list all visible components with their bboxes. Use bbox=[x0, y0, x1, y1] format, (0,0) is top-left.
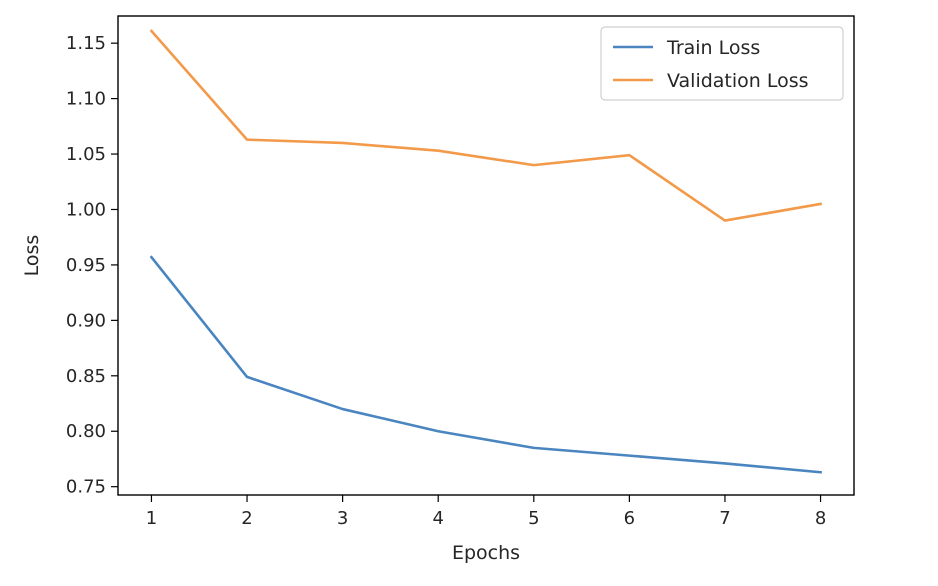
y-tick-label: 1.05 bbox=[66, 144, 106, 165]
legend-box bbox=[600, 26, 844, 101]
x-tick-label: 4 bbox=[432, 508, 443, 529]
series-lines bbox=[149, 29, 823, 474]
y-tick-label: 0.90 bbox=[66, 310, 106, 331]
x-tick-label: 8 bbox=[815, 508, 826, 529]
legend: Train Loss Validation Loss bbox=[600, 26, 844, 101]
x-axis-title: Epochs bbox=[452, 542, 520, 564]
y-tick-label: 1.00 bbox=[66, 199, 106, 220]
series-line-validation-loss bbox=[149, 29, 823, 222]
y-tick-label: 0.80 bbox=[66, 421, 106, 442]
y-tick-label: 1.10 bbox=[66, 89, 106, 110]
x-tick-label: 1 bbox=[146, 508, 157, 529]
y-tick-label: 0.85 bbox=[66, 366, 106, 387]
x-tick-label: 7 bbox=[719, 508, 730, 529]
legend-label-train-loss: Train Loss bbox=[666, 37, 760, 59]
x-tick-label: 3 bbox=[337, 508, 348, 529]
x-tick-label: 6 bbox=[624, 508, 635, 529]
plot-frame bbox=[117, 15, 855, 496]
y-tick-label: 1.15 bbox=[66, 33, 106, 54]
y-axis-title: Loss bbox=[21, 235, 43, 277]
axes: 1 2 3 4 5 6 7 8 0.75 0.80 0.85 0.90 0.95 1.00 1.05 1.10… bbox=[66, 33, 826, 529]
x-tick-label: 5 bbox=[528, 508, 539, 529]
x-tick-label: 2 bbox=[241, 508, 252, 529]
y-tick-label: 0.75 bbox=[66, 477, 106, 498]
series-line-train-loss bbox=[149, 255, 822, 474]
legend-label-validation-loss: Validation Loss bbox=[667, 70, 809, 92]
y-tick-label: 0.95 bbox=[66, 255, 106, 276]
